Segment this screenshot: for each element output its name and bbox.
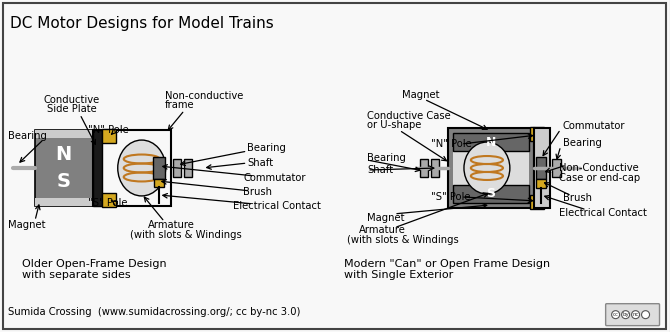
Text: DC Motor Designs for Model Trains: DC Motor Designs for Model Trains (10, 16, 274, 31)
Text: Brush: Brush (563, 193, 592, 203)
Bar (420, 159, 428, 177)
Text: Conductive: Conductive (44, 95, 100, 105)
Text: cc: cc (612, 312, 618, 317)
Ellipse shape (464, 142, 510, 194)
Bar (453, 133, 529, 203)
Bar (453, 133, 529, 151)
Text: by: by (622, 312, 629, 317)
Bar (530, 127, 544, 141)
Text: with Single Exterior: with Single Exterior (344, 270, 454, 280)
Bar (153, 179, 163, 187)
Text: Armature: Armature (359, 225, 406, 235)
Text: N: N (486, 135, 496, 148)
Bar (448, 128, 534, 208)
Bar (35, 130, 92, 138)
Circle shape (632, 311, 640, 319)
Bar (92, 130, 171, 206)
Text: Conductive Case: Conductive Case (367, 111, 451, 121)
Text: frame: frame (165, 100, 194, 110)
Text: "N" Pole: "N" Pole (431, 139, 472, 149)
Text: Non-conductive: Non-conductive (165, 91, 243, 101)
Text: Non-Conductive: Non-Conductive (559, 163, 639, 173)
Bar (102, 129, 116, 143)
FancyBboxPatch shape (606, 304, 659, 326)
Text: Older Open-Frame Design: Older Open-Frame Design (22, 259, 167, 269)
Text: Sumida Crossing  (www.sumidacrossing.org/; cc by-nc 3.0): Sumida Crossing (www.sumidacrossing.org/… (8, 307, 300, 317)
Text: Case or end-cap: Case or end-cap (559, 173, 640, 183)
Bar (184, 159, 192, 177)
Text: Bearing: Bearing (563, 138, 602, 148)
Bar (173, 159, 181, 177)
Bar (536, 179, 546, 188)
Text: Modern "Can" or Open Frame Design: Modern "Can" or Open Frame Design (344, 259, 550, 269)
Text: Side Plate: Side Plate (47, 104, 96, 114)
Text: or U-shape: or U-shape (367, 120, 421, 130)
Text: nc: nc (632, 312, 639, 317)
Circle shape (612, 311, 620, 319)
Bar (431, 159, 439, 177)
Text: Magnet: Magnet (367, 213, 405, 223)
Text: (with slots & Windings: (with slots & Windings (130, 230, 241, 240)
Text: Electrical Contact: Electrical Contact (559, 208, 647, 218)
Text: Shaft: Shaft (247, 158, 273, 168)
Bar (92, 130, 102, 206)
Text: S: S (57, 172, 71, 192)
Ellipse shape (118, 140, 165, 196)
Text: Brush: Brush (243, 187, 273, 197)
Text: (with slots & Windings: (with slots & Windings (347, 235, 459, 245)
Bar (530, 195, 544, 209)
Bar (102, 193, 116, 207)
Text: Armature: Armature (147, 220, 194, 230)
Bar (35, 130, 92, 206)
Text: "S" Pole: "S" Pole (88, 198, 127, 208)
Text: Commutator: Commutator (563, 121, 625, 131)
Text: N: N (56, 144, 72, 164)
Text: Electrical Contact: Electrical Contact (233, 201, 322, 211)
Bar (552, 159, 561, 177)
Text: Shaft: Shaft (367, 165, 393, 175)
Text: with separate sides: with separate sides (22, 270, 131, 280)
Text: Magnet: Magnet (402, 90, 440, 100)
Circle shape (642, 311, 649, 319)
Text: Bearing: Bearing (367, 153, 406, 163)
Bar (35, 198, 92, 206)
Text: "N" Pole: "N" Pole (88, 125, 129, 135)
Text: Bearing: Bearing (247, 143, 286, 153)
Text: S: S (486, 188, 495, 201)
Bar (453, 185, 529, 203)
Bar (153, 157, 165, 179)
Text: Magnet: Magnet (8, 220, 46, 230)
Text: Bearing: Bearing (8, 131, 47, 141)
Text: Commutator: Commutator (243, 173, 306, 183)
Text: "S" Pole: "S" Pole (431, 192, 470, 202)
Bar (536, 157, 546, 179)
Circle shape (622, 311, 630, 319)
Bar (534, 128, 550, 208)
